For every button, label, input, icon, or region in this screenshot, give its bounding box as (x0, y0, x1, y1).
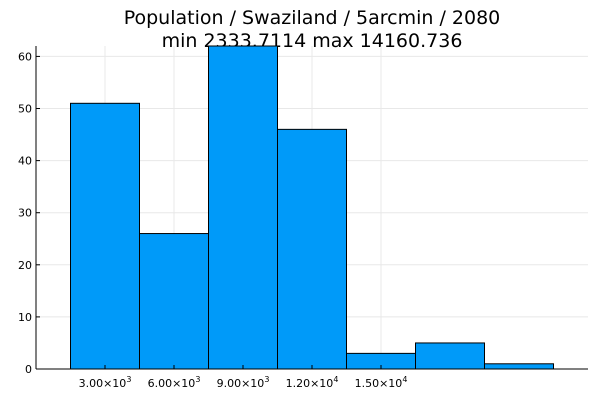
y-tick-label: 30 (18, 207, 32, 220)
histogram-bar (208, 45, 278, 370)
x-tick-label: 1.20×104 (286, 375, 339, 390)
histogram-bar (484, 363, 554, 370)
y-tick-labels: 0 10 20 30 40 50 60 (18, 50, 40, 376)
x-tick-labels: 3.00×103 6.00×103 9.00×103 1.20×104 1.50×104 (79, 365, 408, 390)
x-tick-label: 9.00×103 (217, 375, 270, 390)
bars (70, 45, 554, 370)
y-tick-label: 20 (18, 259, 32, 272)
y-tick-label: 10 (18, 311, 32, 324)
y-tick-label: 0 (25, 363, 32, 376)
x-tick-label: 3.00×103 (79, 375, 132, 390)
histogram-bar (415, 342, 485, 370)
x-tick-label: 6.00×103 (148, 375, 201, 390)
histogram-bar (139, 233, 209, 370)
chart-title: Population / Swaziland / 5arcmin / 2080 (124, 7, 501, 29)
y-tick-label: 60 (18, 50, 32, 63)
x-tick-label: 1.50×104 (355, 375, 408, 390)
histogram-bar (277, 128, 347, 370)
histogram-bar (70, 102, 140, 370)
y-tick-label: 40 (18, 155, 32, 168)
y-tick-label: 50 (18, 103, 32, 116)
